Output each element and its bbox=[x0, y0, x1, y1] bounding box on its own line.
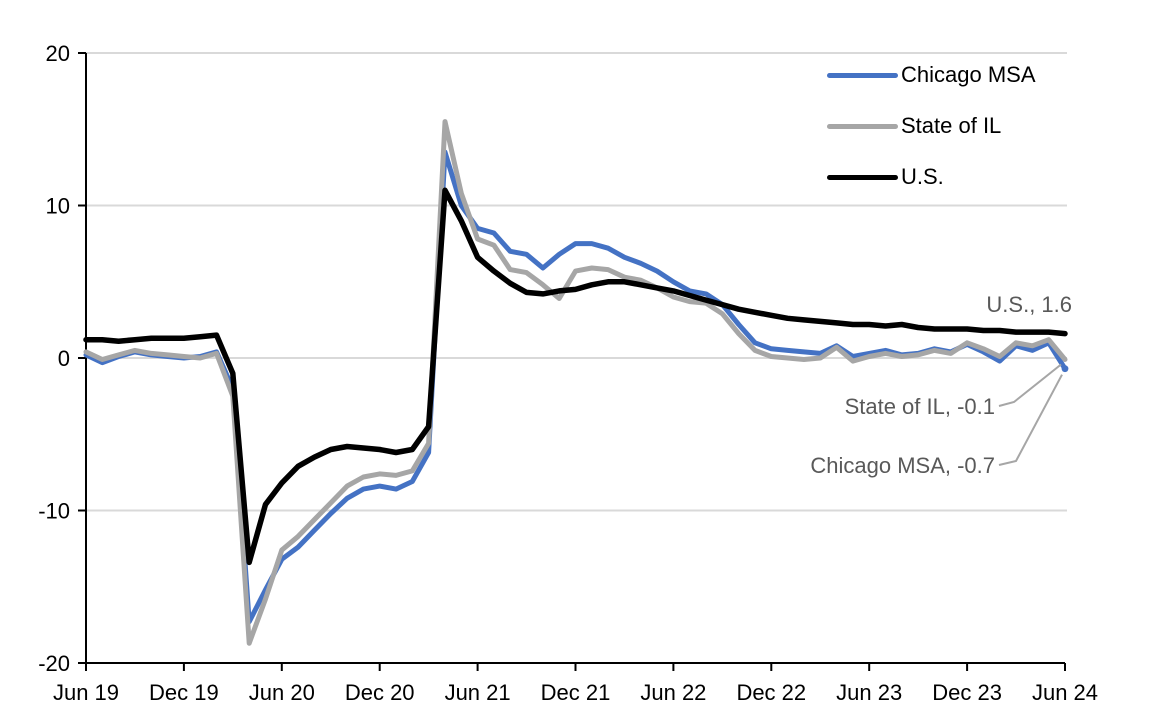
legend-label-chicago-msa: Chicago MSA bbox=[901, 62, 1036, 87]
legend-swatch-chicago-msa bbox=[827, 72, 898, 78]
legend-swatch-us bbox=[827, 174, 898, 180]
series-line-state-of-il bbox=[83, 119, 1068, 646]
end-label-us: U.S., 1.6 bbox=[986, 292, 1072, 317]
legend: Chicago MSA State of IL U.S. bbox=[827, 62, 1036, 215]
x-axis-label: Jun 22 bbox=[640, 680, 706, 705]
x-axis-label: Dec 20 bbox=[345, 680, 415, 705]
x-axis-label: Dec 21 bbox=[541, 680, 611, 705]
y-axis-label: -10 bbox=[38, 499, 70, 524]
legend-item-state-of-il[interactable]: State of IL bbox=[827, 113, 1036, 139]
y-axis-label: -20 bbox=[38, 651, 70, 676]
y-axis-label: 10 bbox=[46, 194, 70, 219]
legend-item-chicago-msa[interactable]: Chicago MSA bbox=[827, 62, 1036, 88]
y-axis-label: 0 bbox=[58, 346, 70, 371]
x-axis-label: Jun 24 bbox=[1032, 680, 1098, 705]
leader-line-chicago-msa bbox=[998, 374, 1063, 466]
series-end-dot-chicago-msa bbox=[1061, 365, 1069, 373]
series-line-u-s- bbox=[83, 187, 1068, 566]
x-axis-label: Jun 23 bbox=[836, 680, 902, 705]
x-axis-label: Jun 21 bbox=[445, 680, 511, 705]
legend-label-us: U.S. bbox=[901, 164, 944, 189]
legend-item-us[interactable]: U.S. bbox=[827, 164, 1036, 190]
leader-line-state-of-il bbox=[998, 363, 1062, 407]
y-axis-label: 20 bbox=[46, 41, 70, 66]
x-axis-label: Dec 22 bbox=[736, 680, 806, 705]
legend-label-state-of-il: State of IL bbox=[901, 113, 1002, 138]
x-axis-label: Jun 19 bbox=[53, 680, 119, 705]
end-label-chicago-msa: Chicago MSA, -0.7 bbox=[810, 453, 995, 478]
x-axis-label: Dec 19 bbox=[149, 680, 219, 705]
legend-swatch-state-of-il bbox=[827, 123, 898, 129]
x-axis-label: Dec 23 bbox=[932, 680, 1002, 705]
x-axis-label: Jun 20 bbox=[249, 680, 315, 705]
end-label-state-of-il: State of IL, -0.1 bbox=[844, 394, 995, 419]
